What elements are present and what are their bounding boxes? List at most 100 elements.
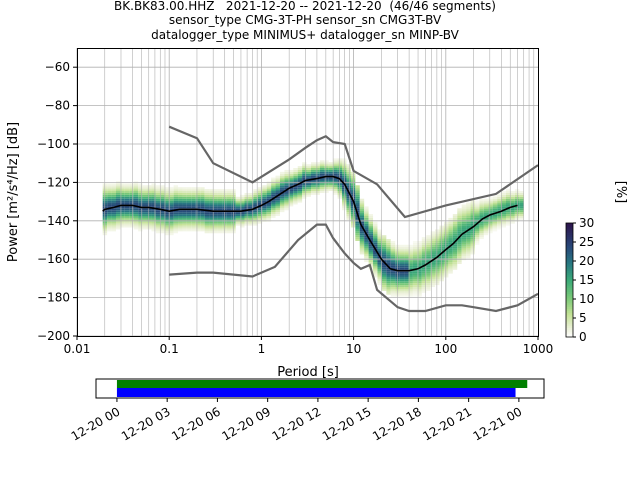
ppsd-cell	[306, 169, 311, 172]
ppsd-cell	[466, 223, 471, 226]
ppsd-cell	[452, 216, 458, 218]
ppsd-cell	[350, 192, 356, 195]
ppsd-cell	[417, 242, 422, 245]
colorbar-segment	[566, 259, 573, 262]
colorbar-segment	[566, 270, 573, 273]
ppsd-cell	[244, 212, 249, 215]
ppsd-cell	[200, 206, 205, 209]
ppsd-cell	[421, 239, 427, 241]
ppsd-cell	[430, 242, 436, 245]
ppsd-cell	[457, 244, 462, 247]
ppsd-cell	[488, 229, 493, 232]
ppsd-cell	[461, 208, 467, 211]
ppsd-cell	[200, 196, 205, 199]
ppsd-cell	[470, 239, 475, 241]
ppsd-cell	[399, 248, 405, 251]
ppsd-cell	[151, 208, 156, 211]
ppsd-cell	[226, 191, 232, 193]
ppsd-cell	[373, 244, 378, 247]
ppsd-cell	[350, 202, 356, 205]
ppsd-cell	[350, 212, 356, 215]
ppsd-cell	[324, 187, 329, 190]
ppsd-cell	[333, 177, 338, 180]
ppsd-cell	[155, 194, 161, 197]
ppsd-cell	[492, 196, 498, 199]
ppsd-cell	[244, 217, 249, 220]
ppsd-cell	[483, 214, 489, 216]
ppsd-cell	[120, 221, 125, 224]
ppsd-cell	[461, 210, 467, 213]
ppsd-cell	[350, 194, 356, 197]
coverage-tick-label: 12-20 00	[69, 404, 123, 443]
ppsd-cell	[133, 198, 139, 201]
ppsd-cell	[430, 240, 436, 243]
ppsd-cell	[342, 175, 347, 178]
ppsd-cell	[501, 192, 506, 195]
ppsd-cell	[404, 262, 409, 264]
ppsd-cell	[138, 227, 143, 230]
ppsd-cell	[293, 169, 298, 172]
colorbar-segment	[566, 264, 573, 268]
ppsd-cell	[213, 221, 218, 224]
colorbar-segment	[566, 266, 573, 270]
ppsd-cell	[257, 214, 263, 216]
ppsd-cell	[115, 223, 121, 226]
ppsd-cell	[302, 169, 307, 172]
ppsd-cell	[399, 271, 405, 274]
ppsd-cell	[386, 254, 391, 257]
ppsd-cell	[124, 214, 130, 216]
colorbar-segment	[566, 257, 573, 260]
ppsd-cell	[474, 200, 480, 203]
ppsd-cell	[240, 198, 245, 201]
ppsd-cell	[253, 204, 258, 207]
ppsd-cell	[514, 217, 520, 220]
ppsd-cell	[164, 206, 170, 209]
ppsd-cell	[315, 187, 320, 190]
ppsd-cell	[115, 200, 121, 203]
ppsd-cell	[377, 229, 382, 232]
ppsd-cell	[430, 265, 436, 268]
ppsd-cell	[178, 187, 183, 190]
ppsd-cell	[195, 210, 201, 213]
ppsd-cell	[235, 214, 241, 216]
ppsd-cell	[142, 212, 148, 215]
ppsd-cell	[452, 223, 458, 226]
ppsd-cell	[474, 242, 480, 245]
ppsd-cell	[178, 225, 183, 228]
ppsd-cell	[435, 283, 440, 286]
ppsd-cell	[271, 202, 276, 205]
ppsd-cell	[178, 192, 183, 195]
ppsd-cell	[191, 210, 196, 213]
ppsd-cell	[297, 179, 303, 182]
ppsd-cell	[390, 288, 396, 291]
ppsd-cell	[279, 192, 285, 195]
ppsd-cell	[404, 256, 409, 259]
ppsd-cell	[337, 189, 343, 192]
ppsd-cell	[355, 202, 360, 205]
ppsd-cell	[200, 229, 205, 232]
ppsd-cell	[182, 210, 187, 213]
ppsd-cell	[386, 250, 391, 253]
ppsd-cell	[293, 192, 298, 195]
ppsd-cell	[373, 267, 378, 270]
ppsd-cell	[115, 189, 121, 192]
ppsd-cell	[284, 198, 289, 201]
ppsd-cell	[169, 208, 174, 211]
ppsd-cell	[151, 194, 156, 197]
ppsd-cell	[474, 210, 480, 213]
ppsd-cell	[288, 175, 294, 178]
ppsd-cell	[147, 187, 152, 190]
ppsd-cell	[124, 217, 130, 220]
ppsd-cell	[448, 265, 453, 268]
ppsd-cell	[191, 216, 196, 218]
ppsd-cell	[306, 185, 311, 188]
ppsd-cell	[155, 229, 161, 232]
ppsd-cell	[275, 185, 280, 188]
ppsd-cell	[412, 290, 418, 293]
ppsd-cell	[364, 225, 369, 228]
ppsd-cell	[479, 210, 484, 213]
ppsd-cell	[342, 162, 347, 165]
ppsd-cell	[519, 194, 524, 197]
ppsd-cell	[138, 200, 143, 203]
ppsd-cell	[386, 290, 391, 293]
